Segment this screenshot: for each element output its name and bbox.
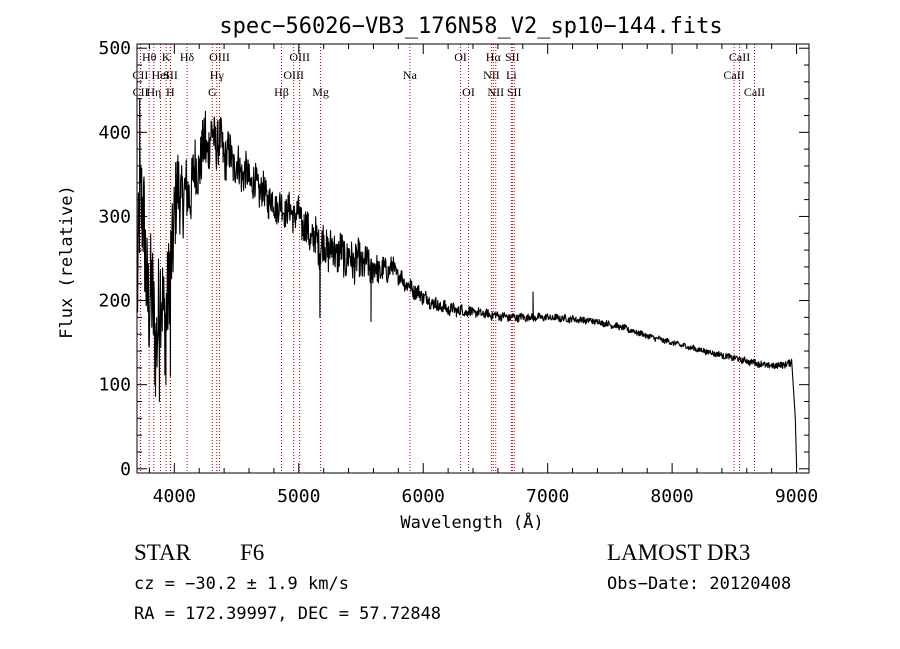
- line-marker-label: SII: [507, 85, 522, 99]
- y-tick-label: 200: [98, 291, 131, 312]
- line-marker-label: K: [162, 50, 171, 64]
- line-marker-label: Hβ: [274, 85, 289, 99]
- spectrum-line: [136, 98, 798, 468]
- plot-frame: [136, 43, 810, 474]
- y-tick-label: 400: [98, 122, 131, 143]
- axes: 4000 5000 6000 7000 8000 9000 0 100 200 300 400 500: [98, 38, 818, 507]
- x-tick-label: 4000: [153, 486, 196, 507]
- line-marker-label: OIII: [289, 50, 310, 64]
- x-tick-label: 8000: [650, 486, 693, 507]
- line-marker-label: H: [166, 85, 175, 99]
- y-tick-label: 500: [98, 38, 131, 59]
- x-tick-label: 6000: [402, 486, 445, 507]
- redshift-velocity: cz = −30.2 ± 1.9 km/s: [134, 574, 349, 594]
- spectrum-plot-area: [136, 98, 798, 468]
- line-marker-label: HeI: [152, 68, 170, 82]
- line-marker-label: NII: [483, 68, 500, 82]
- line-marker-label: Hη: [146, 85, 161, 99]
- line-marker-label: CaII: [744, 85, 765, 99]
- y-tick-label: 0: [120, 459, 131, 480]
- line-marker-label: CaII: [723, 68, 744, 82]
- y-axis-label: Flux (relative): [57, 185, 77, 339]
- x-tick-label: 5000: [277, 486, 320, 507]
- y-tick-label: 300: [98, 206, 131, 227]
- line-markers: CIICIIHθHηHeIKSIIHHδGHγOIIIHβOIIIOIIIMgN…: [132, 44, 765, 473]
- chart-title: spec−56026−VB3_176N58_V2_sp10−144.fits: [219, 14, 722, 39]
- line-marker-label: Li: [506, 68, 517, 82]
- spectral-subclass: F6: [240, 540, 265, 565]
- line-marker-label: NII: [487, 85, 504, 99]
- line-marker-label: Mg: [312, 85, 329, 99]
- line-marker-label: Hα: [486, 50, 502, 64]
- x-axis-label: Wavelength (Å): [400, 511, 543, 533]
- line-marker-label: Hθ: [142, 50, 157, 64]
- line-marker-label: Hγ: [210, 68, 225, 82]
- object-class: STAR: [134, 540, 191, 565]
- line-marker-label: OI: [462, 85, 475, 99]
- x-tick-label: 9000: [775, 486, 818, 507]
- observation-date: Obs−Date: 20120408: [607, 574, 792, 594]
- line-marker-label: CaII: [729, 50, 750, 64]
- line-marker-label: OIII: [283, 68, 304, 82]
- x-tick-label: 7000: [526, 486, 569, 507]
- line-marker-label: G: [208, 85, 217, 99]
- line-marker-label: OI: [454, 50, 467, 64]
- line-marker-label: Na: [403, 68, 418, 82]
- sky-coordinates: RA = 172.39997, DEC = 57.72848: [134, 604, 442, 624]
- survey-name: LAMOST DR3: [607, 540, 751, 565]
- y-tick-label: 100: [98, 375, 131, 396]
- line-marker-label: Hδ: [180, 50, 195, 64]
- line-marker-label: OIII: [209, 50, 230, 64]
- line-marker-label: SII: [505, 50, 520, 64]
